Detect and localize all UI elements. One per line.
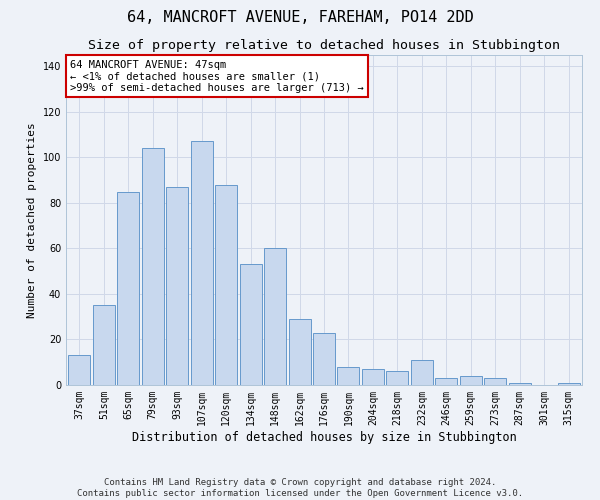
Bar	[264, 248, 286, 385]
Bar	[93, 306, 115, 385]
Bar	[142, 148, 164, 385]
Bar	[313, 332, 335, 385]
Y-axis label: Number of detached properties: Number of detached properties	[27, 122, 37, 318]
Bar	[557, 382, 580, 385]
Bar	[435, 378, 457, 385]
Bar	[166, 187, 188, 385]
Bar	[411, 360, 433, 385]
Title: Size of property relative to detached houses in Stubbington: Size of property relative to detached ho…	[88, 40, 560, 52]
Text: 64, MANCROFT AVENUE, FAREHAM, PO14 2DD: 64, MANCROFT AVENUE, FAREHAM, PO14 2DD	[127, 10, 473, 25]
Bar	[362, 369, 384, 385]
Bar	[239, 264, 262, 385]
Bar	[289, 319, 311, 385]
X-axis label: Distribution of detached houses by size in Stubbington: Distribution of detached houses by size …	[131, 430, 517, 444]
Bar	[337, 367, 359, 385]
Bar	[118, 192, 139, 385]
Bar	[460, 376, 482, 385]
Bar	[215, 184, 237, 385]
Bar	[386, 372, 409, 385]
Bar	[68, 356, 91, 385]
Bar	[484, 378, 506, 385]
Text: 64 MANCROFT AVENUE: 47sqm
← <1% of detached houses are smaller (1)
>99% of semi-: 64 MANCROFT AVENUE: 47sqm ← <1% of detac…	[70, 60, 364, 93]
Text: Contains HM Land Registry data © Crown copyright and database right 2024.
Contai: Contains HM Land Registry data © Crown c…	[77, 478, 523, 498]
Bar	[191, 142, 213, 385]
Bar	[509, 382, 530, 385]
